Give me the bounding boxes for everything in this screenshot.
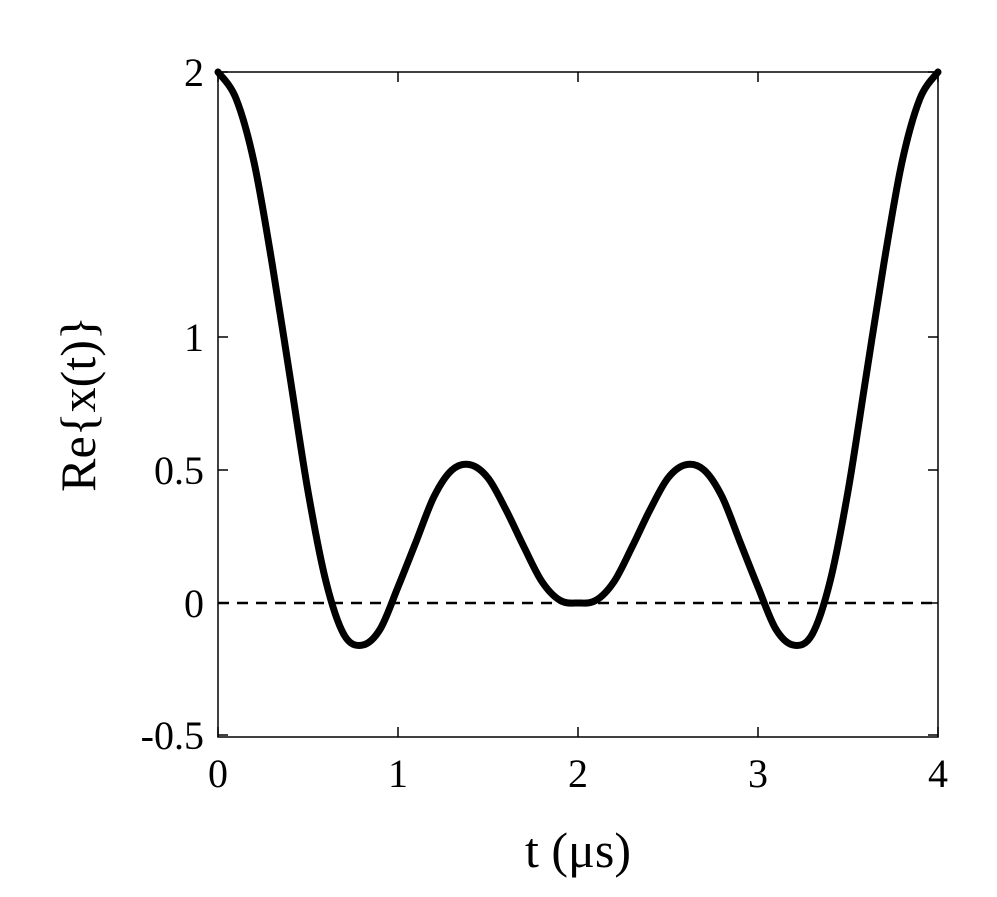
y-axis-label: Re{x(t)}: [50, 316, 106, 492]
ticks: [217, 71, 939, 737]
series: [214, 68, 942, 649]
y-tick-label: -0.5: [141, 713, 204, 758]
series-line: [214, 68, 942, 649]
tick-labels: 0 1 2 3 4-0.500.512: [141, 50, 948, 796]
plot-area: [217, 71, 939, 738]
x-tick-label: 3: [748, 751, 768, 796]
y-tick-label: 0: [184, 581, 204, 626]
x-tick-label: 2: [568, 751, 588, 796]
y-tick-label: 0.5: [154, 448, 204, 493]
y-tick-label: 1: [184, 315, 204, 360]
x-tick-label: 0: [208, 751, 228, 796]
x-tick-label: 1: [388, 751, 408, 796]
y-tick-label: 2: [184, 50, 204, 95]
x-axis-label: t (μs): [525, 822, 631, 878]
x-tick-label: 4: [928, 751, 948, 796]
